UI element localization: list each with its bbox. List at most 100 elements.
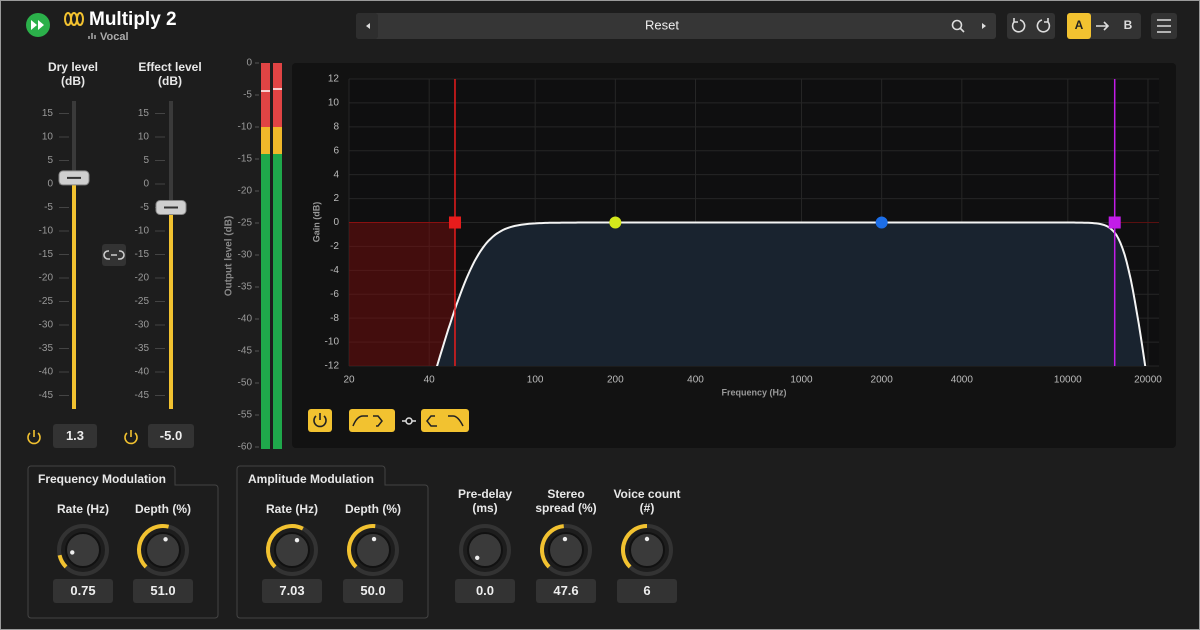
x-tick-label: 10000 (1054, 375, 1082, 386)
fader-label: Dry level (dB) (47, 60, 99, 88)
meter-tick-label: -10 (238, 122, 253, 133)
knob-label: Depth (%) (135, 502, 191, 516)
y-tick-label: -2 (330, 241, 339, 252)
knob-label: Rate (Hz) (56, 502, 109, 516)
fader-value[interactable]: 1.3 (53, 424, 97, 448)
x-tick-label: 20000 (1134, 375, 1162, 386)
preset-name[interactable]: Reset (645, 17, 679, 32)
x-tick-label: 200 (607, 375, 624, 386)
knob-ring (459, 524, 511, 576)
y-tick-label: -6 (330, 289, 339, 300)
knob[interactable] (629, 532, 665, 568)
knob-value[interactable]: 47.6 (536, 579, 596, 603)
x-tick-label: 100 (527, 375, 544, 386)
meter-peak (261, 88, 282, 92)
y-tick-label: 8 (333, 121, 339, 132)
link-icon (103, 250, 125, 260)
curve-fill (437, 222, 1146, 366)
fader-tick-label: 15 (138, 108, 150, 119)
section-title: Frequency Modulation (37, 472, 166, 486)
knob-value[interactable]: 50.0 (343, 579, 403, 603)
redo[interactable] (1036, 18, 1051, 33)
knob[interactable] (355, 532, 391, 568)
cut-region (349, 222, 455, 366)
knob[interactable] (65, 532, 101, 568)
y-tick-label: -12 (325, 361, 340, 372)
meter-tick-label: -15 (238, 154, 253, 165)
a-button[interactable] (1067, 13, 1091, 39)
eq-node[interactable] (609, 216, 622, 229)
eq-node[interactable] (1108, 216, 1121, 229)
fader-tick-label: 0 (143, 179, 149, 190)
meter-red (261, 63, 270, 127)
b-label[interactable]: B (1124, 18, 1133, 32)
power-icon (313, 413, 327, 428)
fader-tick-label: -15 (135, 249, 150, 260)
fader-tick-label: -5 (44, 202, 53, 213)
meter-tick-label: -60 (238, 442, 253, 453)
y-tick-label: 4 (333, 169, 339, 180)
x-tick-label: 4000 (951, 375, 974, 386)
fader-tick-label: -45 (135, 390, 150, 401)
fader-tick-label: -5 (140, 202, 149, 213)
fader-tick-label: -45 (39, 390, 54, 401)
copy-ab[interactable] (1096, 21, 1110, 31)
meter-tick-label: -30 (238, 250, 253, 261)
search-handle (959, 27, 965, 33)
fader-tick-label: -10 (39, 226, 54, 237)
knob-label: Voice count (#) (613, 487, 681, 515)
y-tick-label: -10 (325, 337, 340, 348)
knob-value[interactable]: 7.03 (262, 579, 322, 603)
knob-value[interactable]: 51.0 (133, 579, 193, 603)
category-icon (88, 33, 96, 39)
fader-tick-label: -40 (39, 367, 54, 378)
meter-tick-label: -40 (238, 314, 253, 325)
knob-value[interactable]: 0.75 (53, 579, 113, 603)
undo-redo (1007, 13, 1055, 39)
knob-label: Pre-delay (ms) (457, 487, 513, 515)
eq-node[interactable] (448, 216, 461, 229)
fader-tick-label: -35 (39, 343, 54, 354)
knob-indicator (294, 537, 300, 543)
knob[interactable] (145, 532, 181, 568)
y-tick-label: -4 (330, 265, 339, 276)
knob-indicator (475, 555, 480, 560)
bell-node (405, 417, 413, 425)
knob[interactable] (467, 532, 503, 568)
fader-tick-label: 5 (47, 155, 53, 166)
knob-value[interactable]: 6 (617, 579, 677, 603)
knob[interactable] (274, 532, 310, 568)
knob-arc (347, 524, 376, 569)
knob-arc (540, 524, 565, 569)
undo[interactable] (1011, 18, 1026, 33)
knob-indicator (70, 550, 75, 555)
meter-tick-label: -20 (238, 186, 253, 197)
knob-value[interactable]: 0.0 (455, 579, 515, 603)
knob[interactable] (548, 532, 584, 568)
fader-tick-label: -20 (39, 273, 54, 284)
fader-tick-label: -25 (39, 296, 54, 307)
meter-yellow (273, 127, 282, 154)
filter-group-left[interactable] (349, 409, 395, 432)
eq-node[interactable] (875, 216, 888, 229)
fader-value[interactable]: -5.0 (148, 424, 194, 448)
menu-icon (1157, 19, 1171, 33)
section-title: Amplitude Modulation (248, 472, 374, 486)
meter-red (273, 63, 282, 127)
y-tick-label: 2 (333, 193, 339, 204)
next-preset[interactable] (982, 23, 986, 29)
power-button (124, 430, 138, 445)
meter-tick-label: -25 (238, 218, 253, 229)
fader-fill (72, 177, 76, 409)
x-tick-label: 400 (687, 375, 704, 386)
y-tick-label: 12 (328, 74, 340, 85)
fader-label: Effect level (dB) (138, 60, 202, 88)
x-tick-label: 1000 (790, 375, 813, 386)
knob-label: Rate (Hz) (265, 502, 318, 516)
meter-green (261, 154, 270, 449)
x-tick-label: 40 (424, 375, 436, 386)
meter-tick-label: -5 (243, 90, 252, 101)
search-icon[interactable] (951, 19, 963, 31)
preset-bar[interactable] (356, 13, 996, 39)
eq-power[interactable] (308, 409, 332, 432)
